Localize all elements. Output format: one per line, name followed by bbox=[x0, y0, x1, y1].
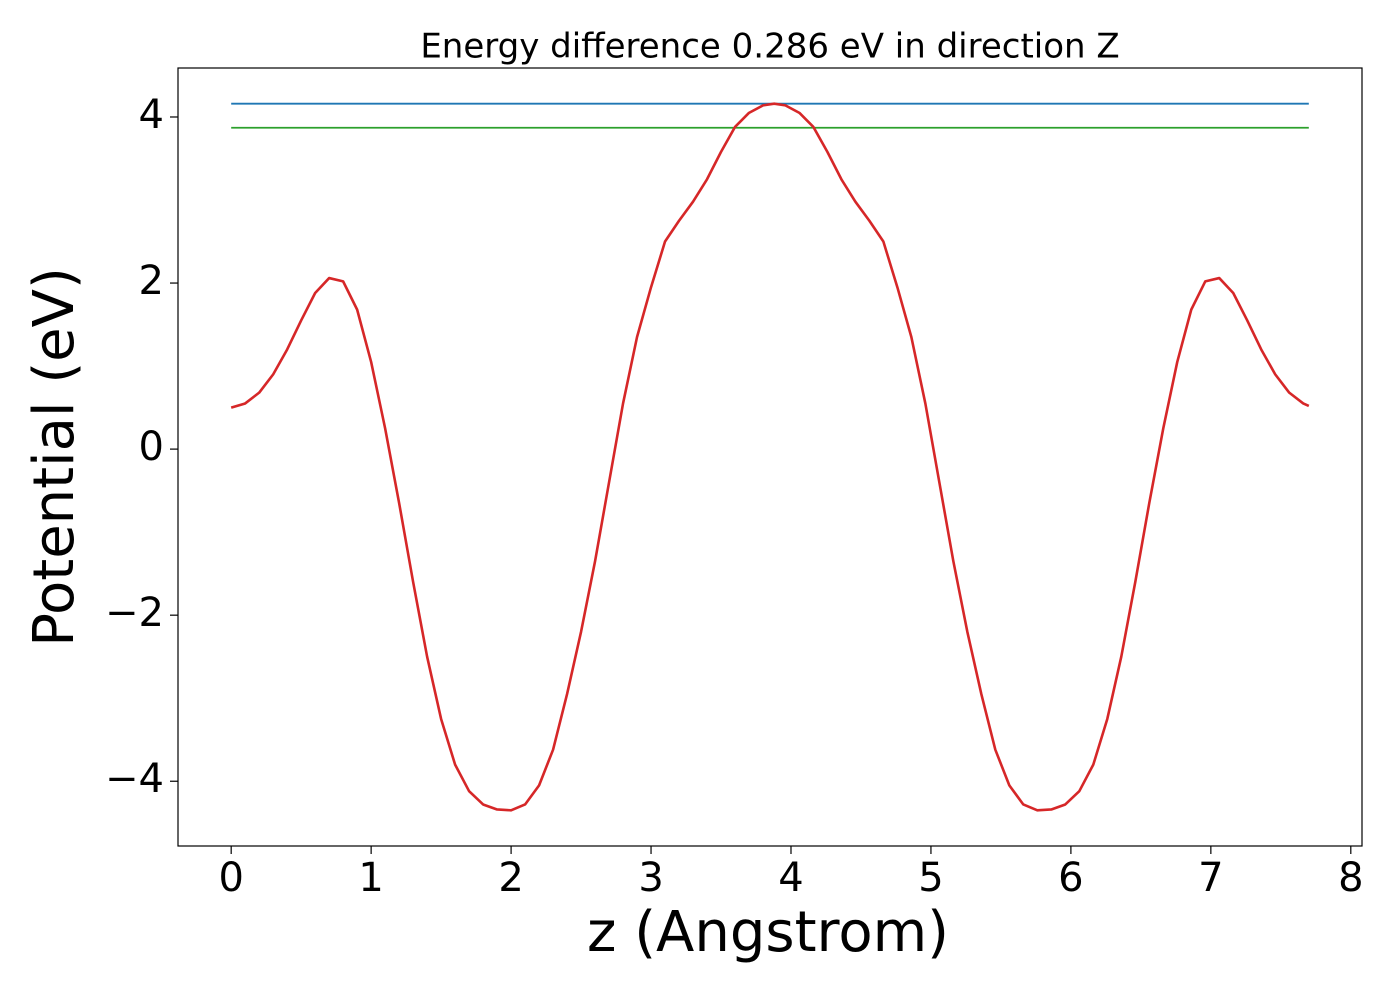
y-tick-label: −2 bbox=[105, 590, 164, 636]
y-axis-label: Potential (eV) bbox=[22, 267, 87, 647]
x-tick-label: 0 bbox=[218, 855, 243, 901]
x-tick-label: 6 bbox=[1058, 855, 1083, 901]
x-tick-label: 2 bbox=[498, 855, 523, 901]
y-tick-label: 0 bbox=[139, 424, 164, 470]
data-line bbox=[230, 102, 1310, 812]
x-tick-label: 4 bbox=[778, 855, 803, 901]
x-tick-label: 7 bbox=[1198, 855, 1223, 901]
x-tick-label: 5 bbox=[918, 855, 943, 901]
chart-title: Energy difference 0.286 eV in direction … bbox=[420, 27, 1119, 67]
x-tick-label: 8 bbox=[1338, 855, 1363, 901]
y-tick-label: 4 bbox=[139, 92, 164, 138]
y-tick-label: 2 bbox=[139, 258, 164, 304]
plot-area bbox=[230, 102, 1310, 812]
axes-frame bbox=[177, 67, 1363, 847]
x-tick-label: 3 bbox=[638, 855, 663, 901]
x-axis-label: z (Angstrom) bbox=[587, 900, 949, 965]
y-tick-label: −4 bbox=[105, 756, 164, 802]
x-tick-label: 1 bbox=[358, 855, 383, 901]
